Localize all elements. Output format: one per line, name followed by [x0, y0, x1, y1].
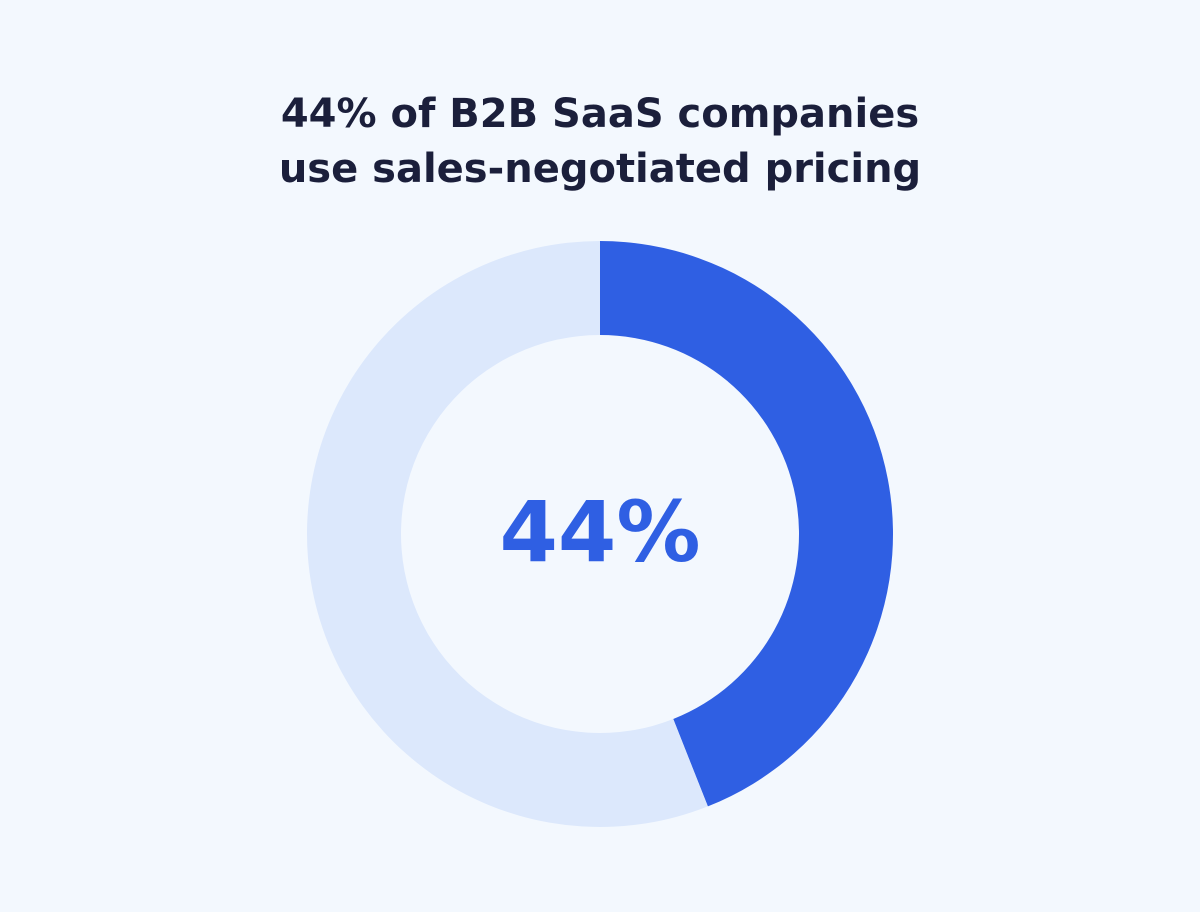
donut-segment: [600, 241, 893, 807]
center-label: 44%: [499, 483, 700, 581]
chart-title: 44% of B2B SaaS companies: [281, 91, 919, 137]
chart-title: use sales-negotiated pricing: [279, 146, 921, 192]
donut-segment: [306, 240, 708, 827]
